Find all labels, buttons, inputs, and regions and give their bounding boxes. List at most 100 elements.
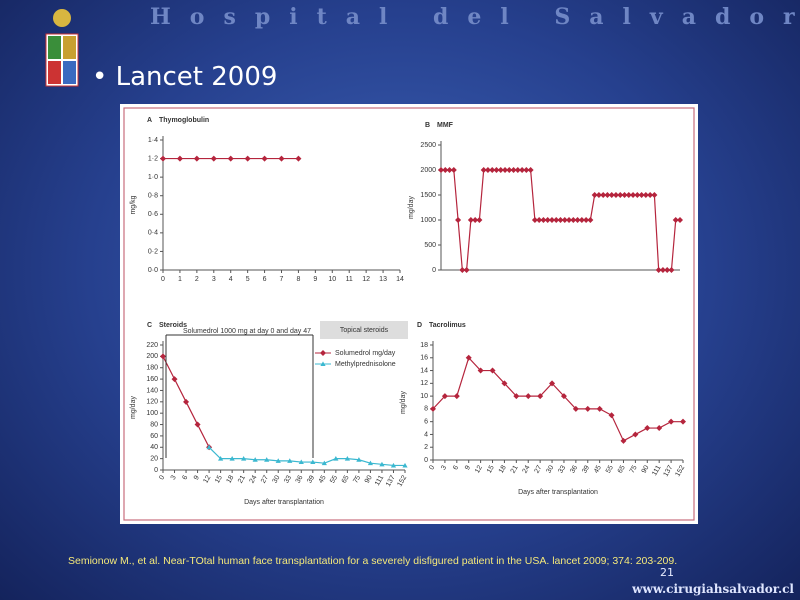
- point: [171, 376, 178, 383]
- x-tick-label: 39: [581, 464, 591, 474]
- x-tick-label: 3: [170, 474, 178, 481]
- point: [320, 350, 326, 356]
- x-tick-label: 30: [545, 464, 555, 474]
- point: [553, 217, 560, 223]
- panel-label: B: [425, 122, 430, 129]
- point: [367, 460, 374, 466]
- x-tick-label: 18: [226, 474, 236, 484]
- x-tick-label: 8: [296, 276, 300, 283]
- x-tick-label: 10: [328, 276, 336, 283]
- point: [430, 405, 436, 412]
- x-tick-label: 21: [510, 464, 520, 474]
- bullet: • Lancet 2009: [92, 62, 278, 92]
- y-tick-label: 180: [146, 365, 158, 372]
- x-tick-label: 33: [557, 464, 567, 474]
- x-tick-label: 12: [362, 276, 370, 283]
- point: [261, 155, 268, 162]
- x-tick-label: 0: [428, 464, 436, 471]
- point: [480, 167, 487, 173]
- panel-label: C: [147, 322, 152, 329]
- point: [651, 192, 658, 198]
- point: [659, 267, 666, 273]
- y-tick-label: 20: [150, 455, 158, 462]
- panel-label: D: [417, 322, 422, 329]
- point: [655, 267, 662, 273]
- point: [595, 192, 602, 198]
- y-tick-label: 160: [146, 376, 158, 383]
- point: [467, 217, 474, 223]
- x-tick-label: 3: [440, 464, 448, 471]
- x-tick-label: 15: [214, 474, 224, 484]
- point: [634, 192, 641, 198]
- point: [210, 155, 217, 162]
- x-tick-label: 36: [569, 464, 579, 474]
- point: [608, 192, 615, 198]
- point: [176, 155, 183, 162]
- point: [252, 457, 258, 462]
- x-tick-label: 27: [534, 464, 544, 474]
- y-tick-label: 220: [146, 342, 158, 349]
- point: [493, 167, 500, 173]
- point: [583, 217, 590, 223]
- point: [476, 217, 483, 223]
- point: [630, 192, 637, 198]
- x-tick-label: 75: [629, 464, 639, 474]
- point: [506, 167, 513, 173]
- series-line: [432, 356, 683, 442]
- point: [356, 457, 362, 462]
- url: www.cirugiahsalvador.cl: [632, 582, 794, 596]
- point: [206, 444, 212, 450]
- point: [596, 405, 603, 412]
- point: [591, 192, 598, 198]
- point: [549, 380, 556, 387]
- point: [183, 398, 190, 405]
- point: [664, 267, 671, 273]
- point: [298, 459, 304, 465]
- annotation-box: [320, 321, 408, 339]
- x-tick-label: 13: [379, 276, 387, 283]
- y-tick-label: 2000: [420, 167, 436, 174]
- point: [540, 217, 547, 223]
- bullet-text: Lancet 2009: [115, 62, 278, 92]
- point: [453, 393, 460, 400]
- x-tick-label: 18: [498, 464, 508, 474]
- point: [625, 192, 632, 198]
- header: Hospital del Salvador: [150, 4, 800, 30]
- x-tick-label: 152: [396, 474, 408, 488]
- x-tick-label: 4: [229, 276, 233, 283]
- y-tick-label: 200: [146, 353, 158, 360]
- y-tick-label: 0·6: [148, 211, 158, 218]
- point: [617, 192, 624, 198]
- x-tick-label: 5: [246, 276, 250, 283]
- y-tick-label: 0: [154, 467, 158, 474]
- point: [513, 393, 520, 400]
- point: [570, 217, 577, 223]
- point: [510, 167, 517, 173]
- logo: [45, 9, 79, 87]
- x-tick-label: 12: [474, 464, 484, 474]
- citation: Semionow M., et al. Near-TOtal human fac…: [68, 555, 678, 567]
- point: [484, 167, 491, 173]
- point: [544, 217, 551, 223]
- x-tick-label: 33: [283, 474, 293, 484]
- point: [536, 217, 543, 223]
- page-number: 21: [660, 566, 674, 579]
- x-tick-label: 24: [249, 474, 259, 484]
- y-tick-label: 100: [146, 410, 158, 417]
- y-tick-label: 0·4: [148, 230, 158, 237]
- point: [519, 167, 526, 173]
- y-tick-label: 12: [420, 380, 428, 387]
- x-tick-label: 1: [178, 276, 182, 283]
- point: [566, 217, 573, 223]
- annotation: Solumedrol 1000 mg at day 0 and day 47: [183, 328, 311, 335]
- y-tick-label: 4: [424, 431, 428, 438]
- point: [321, 460, 327, 466]
- x-tick-label: 30: [272, 474, 282, 484]
- legend-label: Methylprednisolone: [335, 361, 396, 368]
- y-tick-label: 1500: [420, 192, 436, 199]
- x-axis-label: Days after transplantation: [518, 489, 598, 496]
- point: [680, 418, 686, 425]
- panel-title: Steroids: [159, 322, 187, 329]
- point: [241, 456, 247, 461]
- y-tick-label: 2500: [420, 142, 436, 149]
